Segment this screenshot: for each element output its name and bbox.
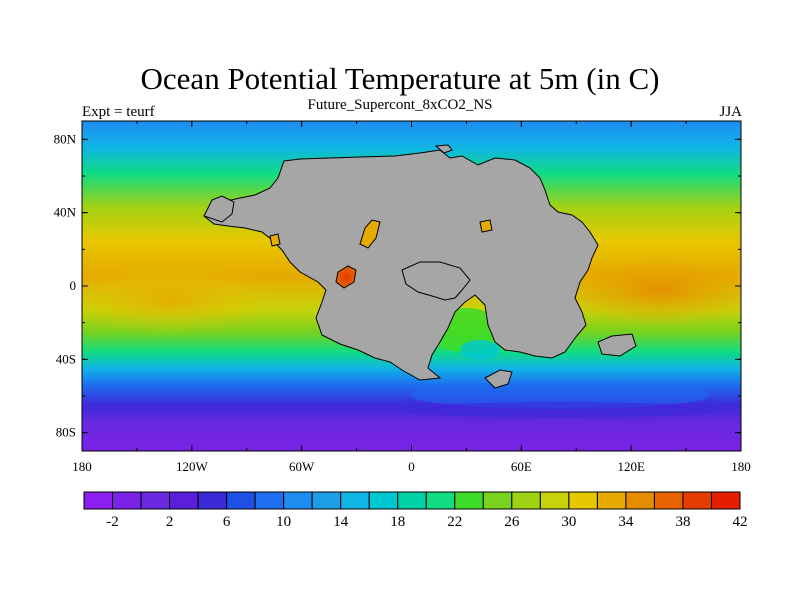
colorbar-swatch [482,491,513,510]
colorbar-swatch [169,491,199,510]
colorbar-label: 34 [618,514,634,530]
colorbar-swatch [397,491,427,510]
cold-band-south [390,402,730,418]
inner-sea-outline [401,261,471,301]
colorbar-swatch [283,491,313,510]
colorbar-swatch [340,491,370,510]
colorbar-label: 10 [276,514,291,530]
lon-tick-label: 120W [176,459,209,474]
warm-pool-east [550,252,741,328]
colorbar-label: 26 [504,514,520,530]
cool-tongue-south [410,381,710,409]
colorbar-swatch [83,491,114,510]
lat-tick-label: 40S [56,351,76,366]
colorbar-swatch [710,491,741,510]
lon-tick-label: 60W [289,459,315,474]
lat-tick-label: 80N [54,131,77,146]
colorbar-swatch [197,491,228,510]
lon-tick-label: 0 [408,459,415,474]
lon-tick-label: 60E [511,459,532,474]
colorbar-label: 42 [733,514,748,530]
axis-ticks [81,121,742,451]
colorbar-swatch [368,491,399,510]
colorbar-swatch [311,491,342,510]
west-lake [269,233,281,247]
experiment-label: Expt = teurf [82,104,155,120]
colorbar-swatch [511,491,541,510]
colorbar-swatch [112,491,142,510]
arctic-island [434,144,453,154]
colorbar-label: 38 [675,514,690,530]
colorbar-label: -2 [106,514,119,530]
colorbar-swatch [682,491,712,510]
colorbar-swatch [625,491,655,510]
central-lake-hot [335,265,357,289]
colorbar-label: 30 [561,514,576,530]
colorbar-swatch [425,491,456,510]
lat-tick-label: 0 [70,278,77,293]
central-lake-north [359,219,381,249]
supercontinent-landmass [203,149,599,381]
lat-tick-label: 80S [56,425,76,440]
warm-pool-west [82,264,280,336]
colorbar-label: 18 [390,514,405,530]
colorbar-swatch [226,491,256,510]
colorbar-label: 14 [333,514,349,530]
east-lake [479,219,493,233]
plot-title: Ocean Potential Temperature at 5m (in C) [140,61,660,96]
western-peninsula [203,195,235,223]
lon-tick-label: 120E [617,459,645,474]
inner-sea-cyan [460,340,500,360]
colorbar-swatch [140,491,171,510]
colorbar-swatch [254,491,285,510]
colorbar-swatch [596,491,627,510]
colorbar-swatch [653,491,684,510]
colorbar-label: 2 [166,514,174,530]
colorbar-swatch [454,491,484,510]
colorbar-label: 22 [447,514,462,530]
axis-tick-labels: 80N 40N 0 40S 80S 180 120W 60W 0 60E 120E 180 [54,131,751,474]
plot-subtitle: Future_Supercont_8xCO2_NS [307,97,493,113]
lon-tick-label: 180 [731,459,751,474]
eastern-islet [597,333,637,357]
colorbar-swatch [539,491,570,510]
season-label: JJA [719,104,742,120]
colorbar: -2 2 6 10 14 18 22 26 30 34 38 42 [83,491,748,530]
lon-tick-label: 180 [72,459,92,474]
southern-archipelago [484,369,513,389]
colorbar-swatch [568,491,598,510]
colorbar-label: 6 [223,514,231,530]
lat-tick-label: 40N [54,205,77,220]
